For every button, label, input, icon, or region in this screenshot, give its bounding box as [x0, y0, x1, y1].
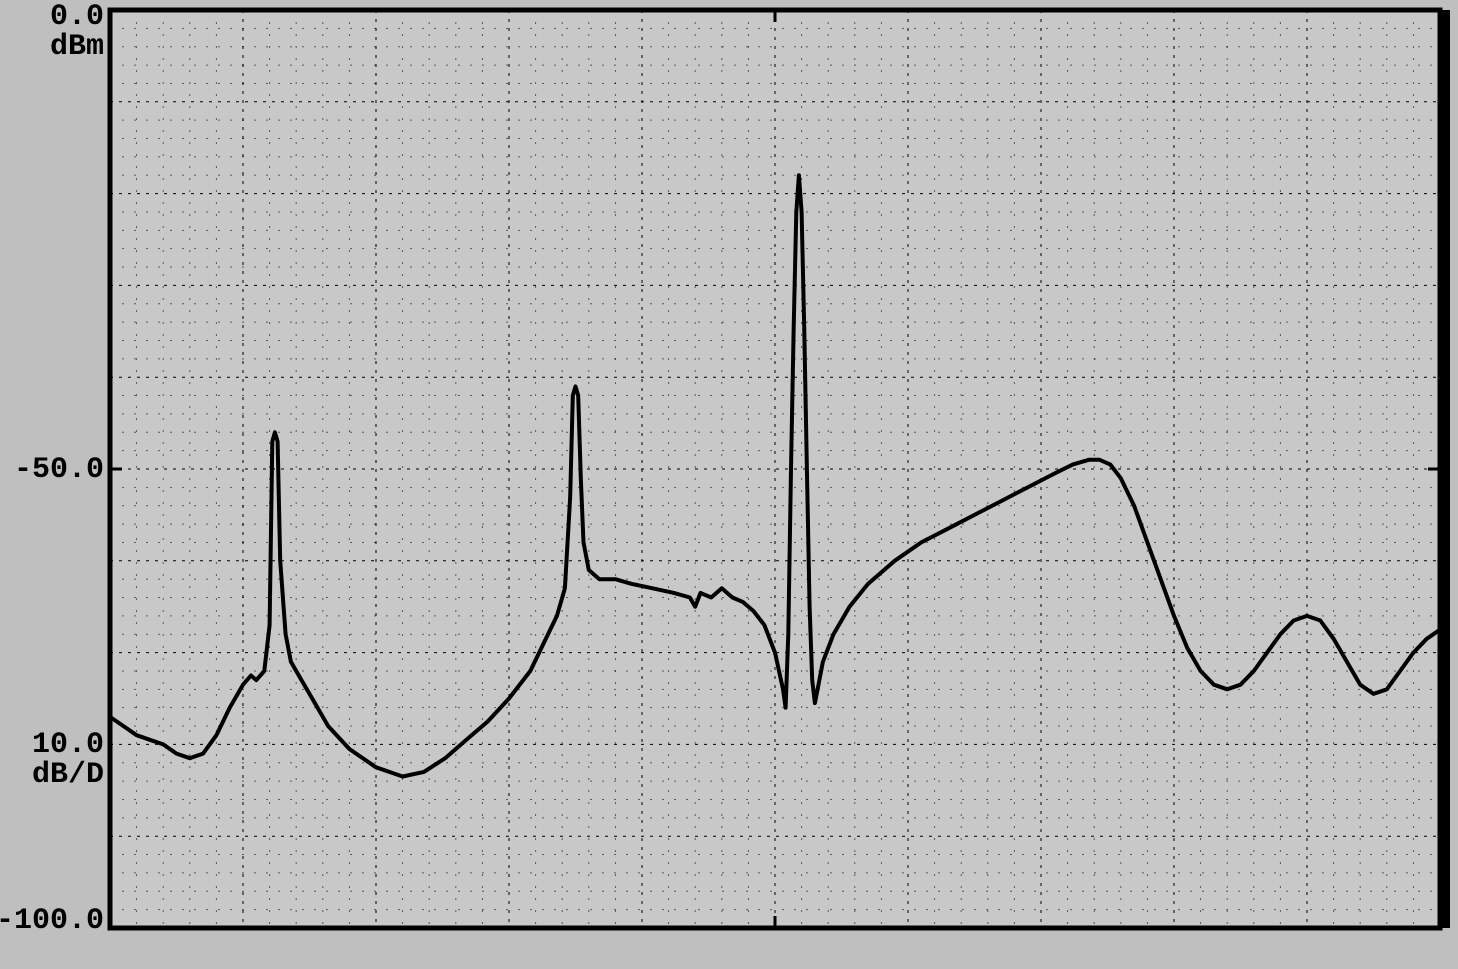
spectrum-analyzer-chart: 0.0 dBm -50.0 10.0 dB/D -100.0 1200.00 1… [0, 0, 1458, 969]
plot-svg [0, 0, 1458, 969]
